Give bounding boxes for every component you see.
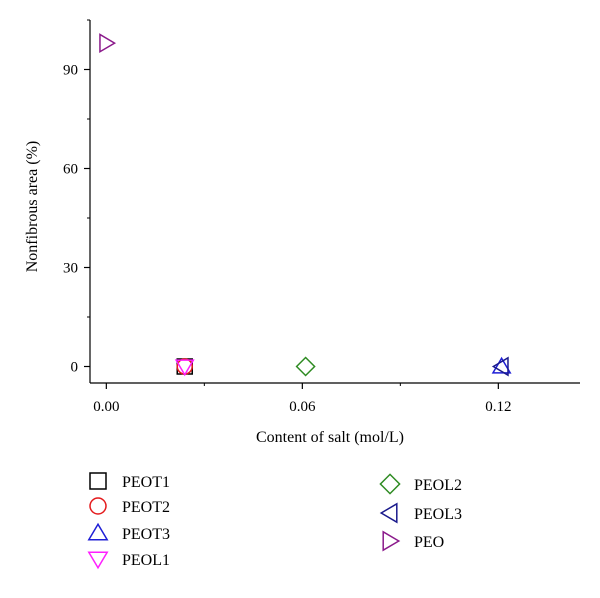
legend-label: PEOT2	[122, 499, 170, 516]
legend-item-peol1: PEOL1	[87, 551, 170, 570]
legend-label: PEOT1	[122, 474, 170, 491]
data-point-peo	[99, 33, 117, 54]
legend-marker-peot2	[89, 497, 107, 515]
x-tick-label: 0.06	[289, 399, 316, 415]
legend: PEOT1 PEOT2 PEOT3 PEOL1 PEOL2 PEOL3 PEO	[87, 472, 462, 570]
legend-item-peol2: PEOL2	[379, 473, 462, 495]
legend-label: PEOL2	[414, 477, 462, 494]
legend-marker-peot3	[87, 522, 109, 541]
legend-marker-peol2	[379, 473, 401, 495]
data-point-peol2	[295, 356, 316, 377]
data-point-peol3	[491, 356, 509, 377]
legend-item-peot3: PEOT3	[87, 522, 170, 543]
legend-item-peo: PEO	[382, 530, 444, 552]
legend-marker-peol1	[87, 551, 109, 570]
data-point-peot3	[491, 356, 512, 374]
y-tick-label: 0	[71, 360, 79, 376]
legend-label: PEOL1	[122, 552, 170, 569]
legend-label: PEO	[414, 534, 444, 551]
data-points	[99, 33, 512, 377]
legend-item-peot2: PEOT2	[89, 497, 170, 516]
y-tick-label: 60	[63, 162, 78, 178]
legend-marker-peo	[382, 530, 401, 552]
legend-item-peot1: PEOT1	[89, 472, 170, 491]
legend-label: PEOL3	[414, 506, 462, 523]
y-tick-label: 90	[63, 63, 78, 79]
y-axis-label: Nonfibrous area (%)	[24, 141, 41, 273]
legend-marker-peot1	[89, 472, 107, 490]
axes: 0 30 60 90 0.00 0.06 0.12 Content of salt (mol/…	[24, 19, 580, 446]
y-tick-label: 30	[63, 261, 78, 277]
x-tick-label: 0.12	[485, 399, 511, 415]
x-axis-label: Content of salt (mol/L)	[256, 429, 404, 446]
legend-item-peol3: PEOL3	[379, 502, 462, 524]
legend-label: PEOT3	[122, 526, 170, 543]
data-point-peol1	[174, 359, 195, 377]
x-tick-label: 0.00	[93, 399, 119, 415]
legend-marker-peol3	[379, 502, 398, 524]
